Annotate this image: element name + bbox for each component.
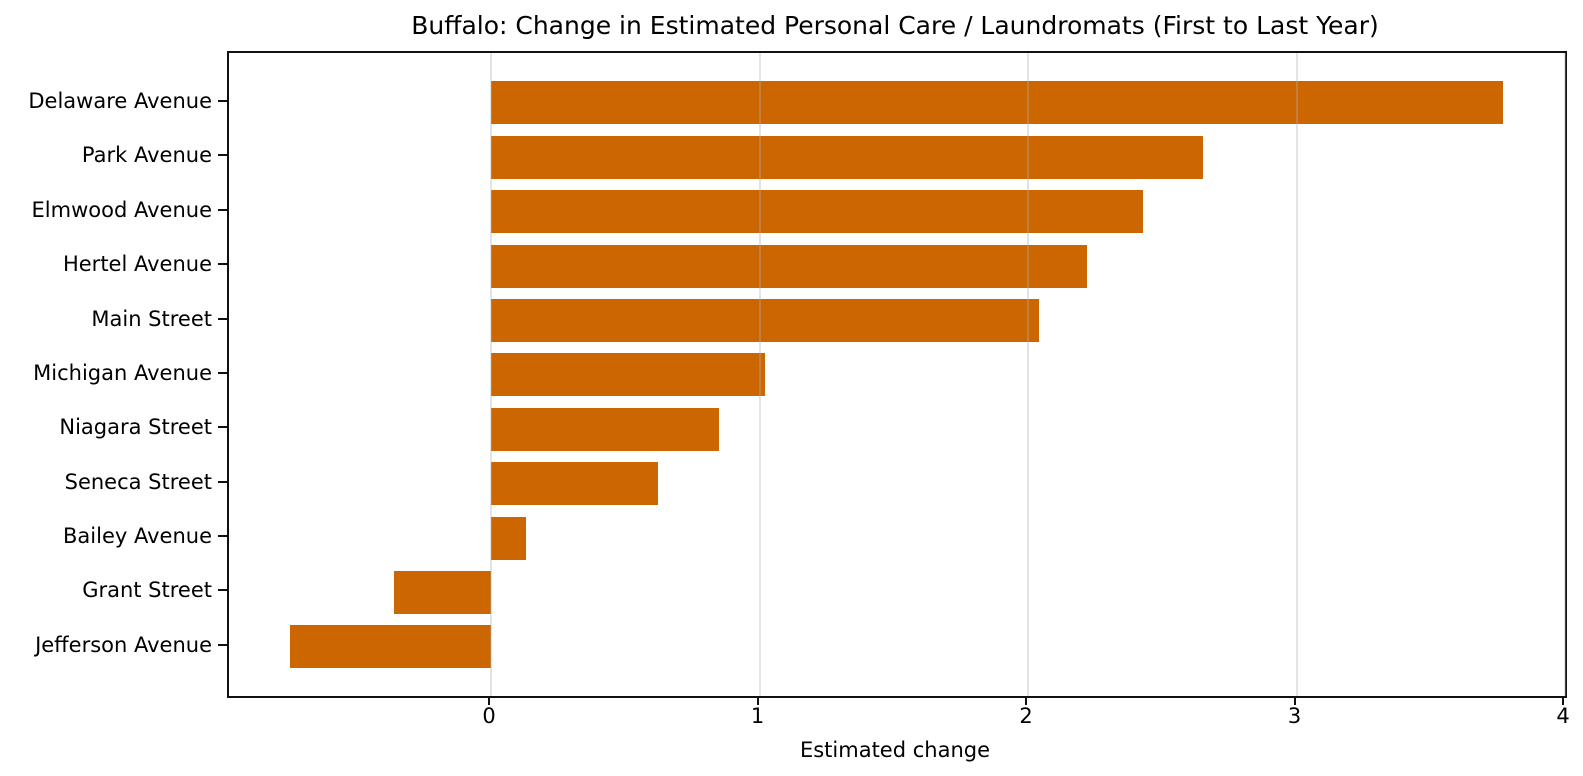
y-axis-label: Niagara Street (59, 415, 212, 440)
x-tick-label: 1 (750, 704, 765, 728)
x-gridline (758, 53, 761, 696)
chart-title: Buffalo: Change in Estimated Personal Ca… (411, 11, 1379, 40)
y-axis-label: Elmwood Avenue (31, 197, 212, 222)
y-axis-label: Delaware Avenue (28, 88, 212, 113)
x-tick-label: 3 (1287, 704, 1302, 728)
y-axis-label: Main Street (91, 306, 212, 331)
y-axis-label: Park Avenue (81, 143, 212, 168)
y-tick (218, 535, 227, 537)
y-tick (218, 208, 227, 211)
x-tick (1562, 696, 1564, 705)
bar (491, 135, 1203, 179)
x-axis-title: Estimated change (799, 738, 991, 762)
y-tick (218, 263, 227, 266)
bar (491, 516, 526, 560)
y-tick (218, 154, 227, 157)
bar (394, 570, 492, 614)
bar (491, 462, 658, 506)
x-tick-label: 0 (482, 704, 496, 728)
x-tick-label: 4 (1556, 704, 1570, 728)
x-tick-label: 2 (1019, 704, 1033, 728)
x-tick (1293, 696, 1296, 705)
y-tick (218, 643, 227, 646)
x-gridline (1027, 53, 1029, 696)
y-tick (218, 480, 227, 483)
y-axis-label: Grant Street (82, 578, 212, 603)
y-axis-label: Bailey Avenue (63, 524, 212, 548)
x-tick (488, 696, 490, 705)
bar (491, 81, 1504, 125)
bar (289, 625, 492, 669)
plot-area (227, 51, 1567, 698)
bar (491, 190, 1144, 234)
y-tick (218, 371, 227, 374)
x-gridline (490, 53, 492, 696)
x-gridline (1564, 53, 1566, 696)
x-tick (756, 696, 759, 705)
y-axis-label: Hertel Avenue (62, 252, 212, 277)
bar (491, 299, 1039, 342)
y-tick (218, 589, 227, 592)
y-axis-label: Seneca Street (64, 469, 212, 494)
y-tick (218, 426, 227, 429)
y-axis-label: Michigan Avenue (33, 360, 212, 385)
x-tick (1025, 696, 1027, 705)
y-axis-label: Jefferson Avenue (35, 632, 212, 657)
y-tick (218, 317, 227, 320)
x-gridline (1295, 53, 1298, 696)
bar (491, 244, 1087, 288)
bar (491, 353, 765, 397)
bar (491, 407, 720, 451)
y-tick (218, 99, 227, 102)
